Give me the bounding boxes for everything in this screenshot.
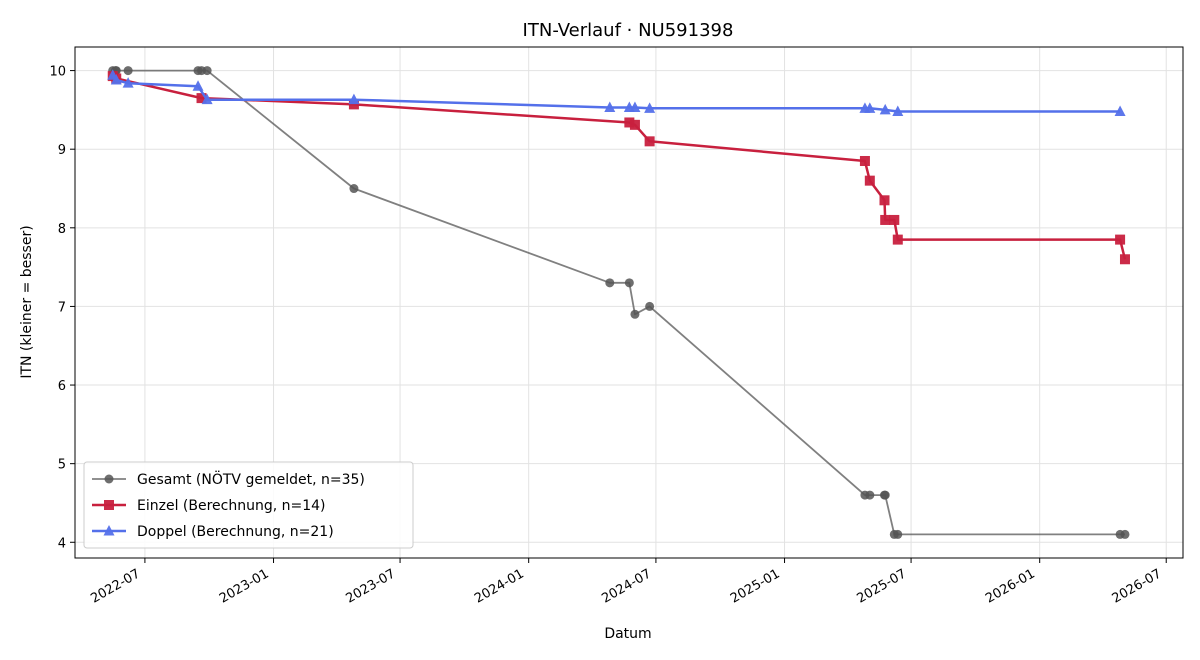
data-point-einzel	[892, 234, 903, 245]
y-tick-label: 6	[58, 379, 66, 394]
series-line-doppel	[111, 74, 1121, 113]
legend-marker-einzel	[104, 500, 114, 510]
data-point-gesamt	[123, 66, 133, 76]
data-point-gesamt	[865, 490, 875, 500]
y-tick-label: 7	[58, 300, 66, 315]
x-tick-label: 2023-01	[217, 566, 272, 606]
data-point-einzel	[644, 136, 655, 147]
chart-title: ITN-Verlauf · NU591398	[523, 20, 734, 41]
x-tick-label: 2025-07	[855, 566, 910, 606]
data-point-doppel	[192, 80, 204, 91]
data-point-doppel	[110, 74, 122, 85]
data-point-doppel	[864, 102, 876, 113]
y-tick-label: 5	[58, 458, 66, 473]
data-point-einzel	[859, 155, 870, 166]
data-point-doppel	[644, 102, 656, 113]
data-point-doppel	[604, 101, 616, 113]
data-point-doppel	[201, 93, 213, 105]
data-point-doppel	[879, 103, 891, 115]
y-tick-label: 9	[58, 143, 66, 158]
data-point-einzel	[879, 195, 890, 206]
data-point-doppel	[348, 93, 360, 105]
data-point-einzel	[624, 117, 635, 128]
data-point-gesamt	[349, 184, 359, 194]
legend-box	[83, 461, 414, 549]
data-point-gesamt	[645, 301, 655, 311]
data-point-doppel	[892, 105, 904, 116]
data-point-doppel	[1114, 105, 1126, 116]
legend-entries: Gesamt (NÖTV gemeldet, n=35) Einzel (Bere…	[92, 470, 365, 540]
data-point-gesamt	[202, 66, 212, 76]
legend-marker-gesamt	[104, 474, 114, 484]
y-tick-label: 4	[58, 536, 66, 551]
series-doppel	[107, 69, 1126, 116]
series-line-gesamt	[112, 69, 1125, 536]
data-point-gesamt	[893, 529, 903, 539]
x-tick-label: 2026-07	[1110, 566, 1165, 606]
legend-label-einzel: Einzel (Berechnung, n=14)	[137, 498, 326, 514]
data-point-gesamt	[605, 278, 615, 288]
legend-label-doppel: Doppel (Berechnung, n=21)	[137, 524, 334, 540]
data-point-einzel	[348, 99, 359, 110]
legend-label-gesamt: Gesamt (NÖTV gemeldet, n=35)	[137, 470, 365, 488]
x-tick-label: 2024-01	[472, 566, 527, 606]
legend-marker-doppel	[103, 525, 115, 536]
series-layer	[107, 66, 1130, 539]
data-point-einzel	[880, 214, 891, 225]
data-point-einzel	[1115, 234, 1126, 245]
x-tick-label: 2022-07	[88, 566, 143, 606]
data-point-einzel	[196, 93, 207, 104]
legend: Gesamt (NÖTV gemeldet, n=35) Einzel (Bere…	[83, 461, 414, 549]
data-point-gesamt	[880, 490, 890, 500]
x-tick-label: 2023-07	[344, 566, 399, 606]
data-point-doppel	[122, 77, 134, 88]
data-point-einzel	[864, 175, 875, 186]
x-tick-label: 2025-01	[728, 566, 783, 606]
y-axis-label: ITN (kleiner = besser)	[19, 225, 35, 378]
data-point-einzel	[629, 119, 640, 130]
x-tick-label: 2026-01	[983, 566, 1038, 606]
series-gesamt	[108, 66, 1130, 539]
plot-frame	[74, 46, 1184, 559]
data-point-einzel	[1119, 254, 1130, 265]
data-point-gesamt	[630, 309, 640, 319]
data-point-doppel	[629, 101, 641, 113]
x-axis-label: Datum	[604, 626, 651, 642]
series-line-einzel	[112, 75, 1127, 260]
y-tick-label: 10	[49, 65, 66, 80]
data-point-gesamt	[624, 278, 634, 288]
data-point-einzel	[889, 214, 900, 225]
data-point-gesamt	[1120, 529, 1130, 539]
x-tick-label: 2024-07	[599, 566, 654, 606]
y-tick-label: 8	[58, 222, 66, 237]
